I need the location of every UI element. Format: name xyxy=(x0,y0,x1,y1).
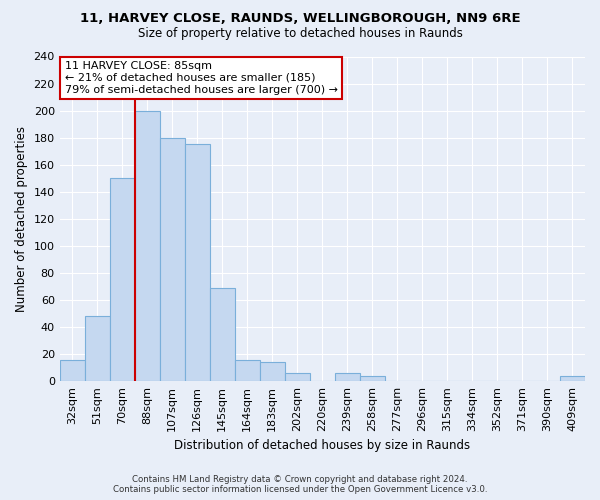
Bar xyxy=(185,144,210,381)
Bar xyxy=(135,110,160,381)
Bar xyxy=(285,373,310,381)
Bar xyxy=(160,138,185,381)
Bar xyxy=(335,373,360,381)
Bar xyxy=(360,376,385,381)
Bar xyxy=(59,360,85,381)
Text: Contains HM Land Registry data © Crown copyright and database right 2024.
Contai: Contains HM Land Registry data © Crown c… xyxy=(113,474,487,494)
Bar xyxy=(560,376,585,381)
Bar xyxy=(235,360,260,381)
Text: 11 HARVEY CLOSE: 85sqm
← 21% of detached houses are smaller (185)
79% of semi-de: 11 HARVEY CLOSE: 85sqm ← 21% of detached… xyxy=(65,62,338,94)
Text: Size of property relative to detached houses in Raunds: Size of property relative to detached ho… xyxy=(137,28,463,40)
X-axis label: Distribution of detached houses by size in Raunds: Distribution of detached houses by size … xyxy=(174,440,470,452)
Bar xyxy=(85,316,110,381)
Bar xyxy=(110,178,135,381)
Bar xyxy=(260,362,285,381)
Bar xyxy=(210,288,235,381)
Y-axis label: Number of detached properties: Number of detached properties xyxy=(15,126,28,312)
Text: 11, HARVEY CLOSE, RAUNDS, WELLINGBOROUGH, NN9 6RE: 11, HARVEY CLOSE, RAUNDS, WELLINGBOROUGH… xyxy=(80,12,520,26)
